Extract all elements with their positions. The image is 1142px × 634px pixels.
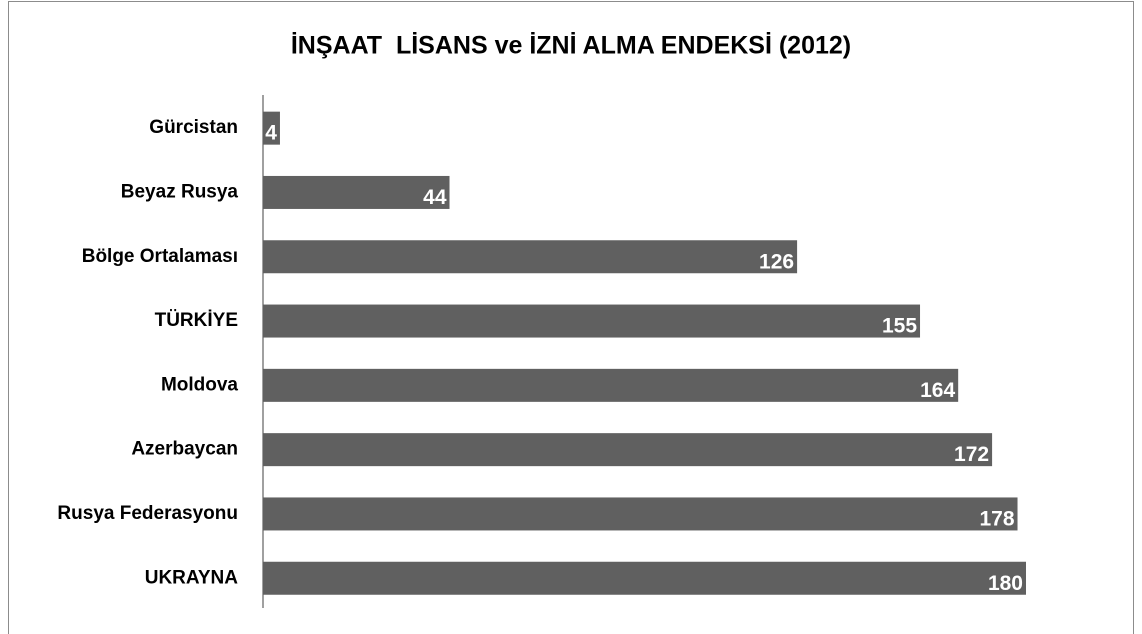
data-label: 126 — [759, 250, 794, 273]
chart-frame — [8, 1, 1134, 634]
data-label: 178 — [979, 507, 1014, 530]
bar — [263, 433, 993, 467]
data-label: 4 — [265, 122, 277, 145]
y-tick-label: Gürcistan — [149, 117, 238, 138]
y-tick-label: Beyaz Rusya — [121, 181, 239, 202]
y-tick-label: Rusya Federasyonu — [57, 503, 238, 524]
data-label: 180 — [988, 572, 1023, 595]
y-tick-label: Azerbaycan — [131, 439, 238, 460]
bar — [263, 368, 959, 402]
bar — [263, 561, 1026, 595]
bar — [263, 497, 1018, 531]
data-label: 164 — [920, 379, 955, 402]
data-label: 155 — [882, 315, 917, 338]
data-label: 44 — [423, 186, 447, 209]
bar — [263, 304, 921, 338]
y-tick-label: TÜRKİYE — [155, 310, 238, 331]
bar — [263, 175, 450, 209]
data-label: 172 — [954, 443, 989, 466]
y-tick-label: Moldova — [161, 374, 238, 395]
chart-title: İNŞAAT LİSANS ve İZNİ ALMA ENDEKSİ (2012… — [291, 32, 851, 60]
bar — [263, 240, 798, 274]
y-tick-label: UKRAYNA — [145, 567, 239, 588]
y-tick-label: Bölge Ortalaması — [82, 246, 238, 267]
bar — [263, 111, 280, 145]
